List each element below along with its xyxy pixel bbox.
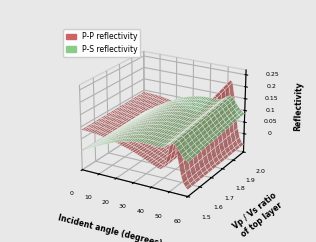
Y-axis label: Vp / Vs ratio
of top layer: Vp / Vs ratio of top layer	[232, 191, 285, 240]
X-axis label: Incident angle (degrees): Incident angle (degrees)	[57, 213, 163, 242]
Legend: P-P reflectivity, P-S reflectivity: P-P reflectivity, P-S reflectivity	[63, 29, 140, 57]
